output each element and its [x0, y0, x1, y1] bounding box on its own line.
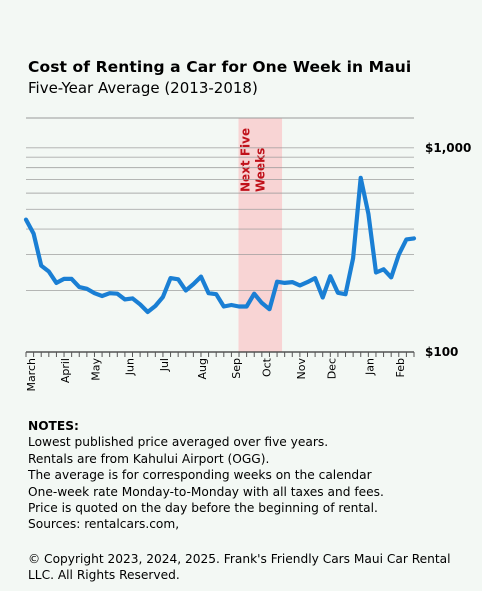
y-tick-label: $100	[425, 345, 458, 359]
data-point	[207, 292, 209, 294]
highlight-label-line: Weeks	[254, 148, 268, 192]
data-point	[337, 292, 339, 294]
notes-line: Rentals are from Kahului Airport (OGG).	[28, 451, 270, 466]
notes-line: The average is for corresponding weeks o…	[28, 468, 372, 483]
data-point	[200, 275, 202, 277]
chart-title: Cost of Renting a Car for One Week in Ma…	[28, 58, 412, 76]
data-point	[405, 238, 407, 240]
data-point	[390, 276, 392, 278]
data-point	[116, 292, 118, 294]
y-tick-label: $1,000	[425, 141, 471, 155]
highlight-label: Next FiveWeeks	[239, 128, 268, 192]
notes-block: NOTES: Lowest published price averaged o…	[28, 418, 468, 533]
data-point	[268, 308, 270, 310]
highlight-layer: Next FiveWeeks	[238, 118, 283, 352]
data-point	[215, 293, 217, 295]
notes-header: NOTES:	[28, 419, 79, 433]
data-point	[78, 286, 80, 288]
data-point	[245, 305, 247, 307]
line-chart: Next FiveWeeks March April May Jun Jul Aug Sep…	[23, 117, 472, 392]
data-point	[63, 278, 65, 280]
notes-line: One-week rate Monday-to-Monday with all …	[28, 484, 384, 499]
data-point	[185, 289, 187, 291]
data-point	[329, 275, 331, 277]
x-tick-label: Nov	[295, 358, 308, 380]
data-point	[192, 283, 194, 285]
data-point	[139, 303, 141, 305]
data-point	[169, 277, 171, 279]
data-point	[276, 280, 278, 282]
notes-line: Sources: rentalcars.com,	[28, 517, 180, 532]
data-point	[299, 284, 301, 286]
grid-layer	[26, 117, 414, 291]
data-point	[70, 278, 72, 280]
series-layer	[23, 175, 417, 315]
data-point	[398, 253, 400, 255]
x-tick-label: Feb	[394, 358, 407, 377]
data-point	[32, 232, 34, 234]
data-point	[55, 282, 57, 284]
data-point	[344, 293, 346, 295]
x-tick-label: March	[25, 358, 38, 392]
data-point	[162, 296, 164, 298]
data-point	[291, 281, 293, 283]
data-point	[413, 237, 415, 239]
data-point	[261, 302, 263, 304]
copyright-text: © Copyright 2023, 2024, 2025. Frank's Fr…	[28, 552, 451, 583]
data-point	[101, 295, 103, 297]
data-point	[322, 296, 324, 298]
data-point	[25, 218, 27, 220]
x-tick-label: May	[89, 358, 102, 381]
data-point	[382, 268, 384, 270]
data-point	[147, 311, 149, 313]
series-line	[23, 175, 417, 315]
notes-line: Price is quoted on the day before the be…	[28, 501, 378, 516]
data-point	[154, 305, 156, 307]
data-point	[367, 213, 369, 215]
data-point	[86, 288, 88, 290]
highlight-label-line: Next Five	[239, 128, 253, 192]
axis-layer: March April May Jun Jul Aug Sep Oct Nov Dec Jan Feb…	[25, 141, 472, 392]
data-point	[223, 305, 225, 307]
data-point	[108, 292, 110, 294]
data-point	[360, 177, 362, 179]
x-tick-label: Oct	[261, 357, 274, 377]
data-point	[283, 282, 285, 284]
x-tick-label: Jan	[363, 358, 376, 376]
data-point	[40, 264, 42, 266]
data-point	[124, 298, 126, 300]
data-point	[238, 305, 240, 307]
data-point	[48, 270, 50, 272]
x-tick-label: Jun	[124, 358, 137, 376]
x-tick-label: Jul	[158, 358, 171, 372]
data-point	[93, 292, 95, 294]
data-point	[131, 297, 133, 299]
data-point	[314, 277, 316, 279]
data-point	[306, 281, 308, 283]
data-point	[352, 257, 354, 259]
x-tick-label: Dec	[325, 358, 338, 379]
x-tick-label: April	[59, 358, 72, 383]
chart-subtitle: Five-Year Average (2013-2018)	[28, 79, 258, 97]
data-point	[177, 278, 179, 280]
notes-line: Lowest published price averaged over fiv…	[28, 435, 329, 450]
x-tick-label: Aug	[196, 358, 209, 379]
data-point	[230, 304, 232, 306]
x-tick-label: Sep	[230, 358, 243, 379]
data-point	[375, 271, 377, 273]
data-point	[253, 292, 255, 294]
